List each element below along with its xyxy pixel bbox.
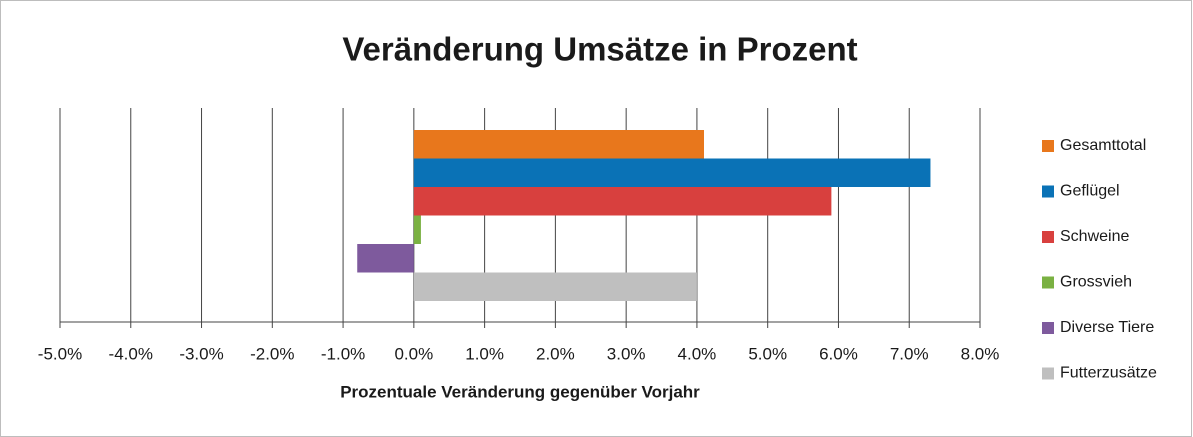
legend-swatch xyxy=(1042,367,1054,380)
bar xyxy=(413,130,704,159)
legend-label: Grossvieh xyxy=(1060,274,1132,291)
x-tick-label: 8.0% xyxy=(961,344,1000,363)
legend-swatch xyxy=(1042,185,1054,198)
x-tick-label: -5.0% xyxy=(38,344,82,363)
legend-swatch xyxy=(1042,276,1054,289)
legend-swatch xyxy=(1042,231,1054,243)
bar xyxy=(413,272,697,301)
x-tick-label: -2.0% xyxy=(250,344,294,363)
bar xyxy=(413,187,832,216)
legend-swatch xyxy=(1042,140,1054,152)
legend-label: Futterzusätze xyxy=(1060,365,1157,382)
x-tick-label: 7.0% xyxy=(890,344,929,363)
legend-label: Diverse Tiere xyxy=(1060,319,1154,336)
legend-label: Schweine xyxy=(1060,228,1129,245)
x-tick-label: 4.0% xyxy=(678,344,717,363)
legend-label: Gesamttotal xyxy=(1060,137,1146,154)
legend-swatch xyxy=(1042,322,1054,334)
x-tick-label: -4.0% xyxy=(109,344,153,363)
x-tick-label: 2.0% xyxy=(536,344,575,363)
x-tick-label: 5.0% xyxy=(748,344,787,363)
x-tick-label: -3.0% xyxy=(179,344,223,363)
x-tick-label: 0.0% xyxy=(394,344,433,363)
legend-label: Geflügel xyxy=(1060,183,1120,200)
bar xyxy=(357,244,414,273)
x-tick-label: -1.0% xyxy=(321,344,365,363)
x-tick-label: 6.0% xyxy=(819,344,858,363)
bar xyxy=(413,215,421,244)
x-axis-label: Prozentuale Veränderung gegenüber Vorjah… xyxy=(340,382,700,401)
x-tick-label: 1.0% xyxy=(465,344,504,363)
bar xyxy=(413,158,931,187)
chart-title: Veränderung Umsätze in Prozent xyxy=(342,31,857,68)
x-tick-label: 3.0% xyxy=(607,344,646,363)
